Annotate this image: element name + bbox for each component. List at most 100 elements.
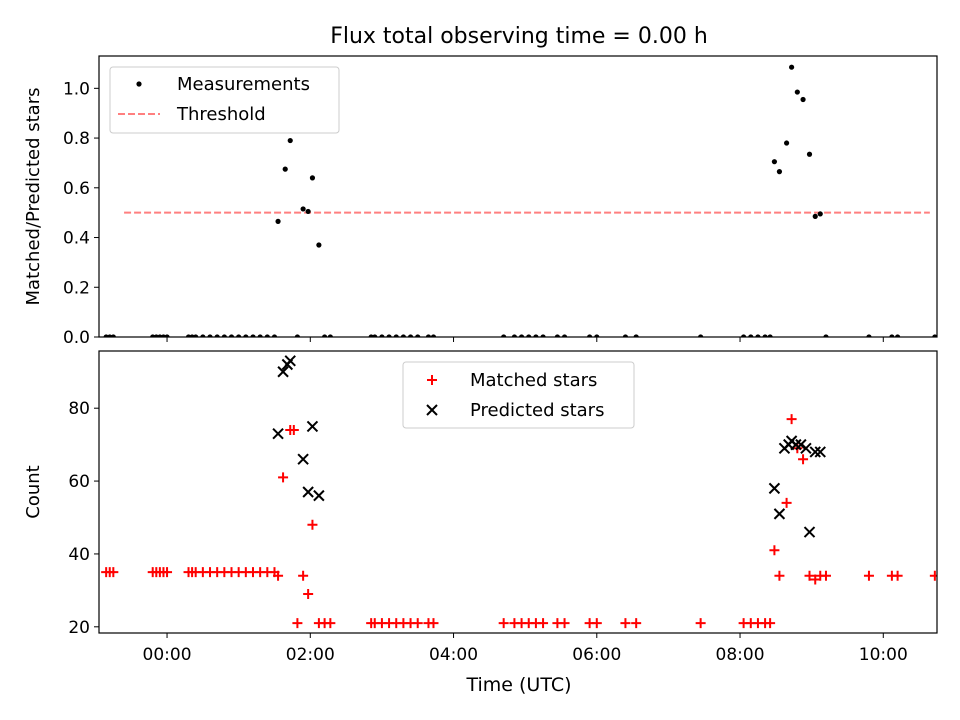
data-point xyxy=(501,334,507,337)
data-point xyxy=(803,526,816,538)
data-point xyxy=(559,618,570,629)
y-tick-label: 60 xyxy=(68,472,90,492)
data-point xyxy=(794,89,800,95)
series-measurements xyxy=(103,64,937,337)
data-point xyxy=(412,618,423,629)
y-tick-label: 0.2 xyxy=(63,278,90,298)
data-point xyxy=(631,618,642,629)
data-point xyxy=(302,486,314,498)
legend-box xyxy=(402,361,635,429)
data-point xyxy=(110,334,116,337)
data-point xyxy=(812,213,818,219)
data-point xyxy=(407,334,414,337)
data-point xyxy=(415,334,421,337)
legend-marker-measurements xyxy=(136,81,142,87)
data-point xyxy=(932,334,937,337)
data-point xyxy=(498,618,509,629)
data-point xyxy=(561,334,568,337)
data-point xyxy=(379,334,385,337)
x-tick-label: 00:00 xyxy=(143,645,192,665)
data-point xyxy=(430,334,437,337)
series-predicted-stars xyxy=(272,355,826,538)
data-point xyxy=(741,334,747,337)
data-point xyxy=(400,334,407,337)
data-point xyxy=(820,570,831,581)
data-point xyxy=(162,567,173,578)
data-point xyxy=(789,64,795,70)
data-point xyxy=(313,489,325,502)
plot-area xyxy=(103,64,937,337)
data-point xyxy=(800,96,806,103)
data-point xyxy=(769,545,780,556)
y-tick-label: 0.0 xyxy=(63,328,90,348)
data-point xyxy=(250,334,256,337)
data-point xyxy=(278,472,289,483)
data-point xyxy=(214,334,220,337)
data-point xyxy=(698,334,704,337)
data-point xyxy=(393,334,399,337)
top-panel: 0.0 0.2 0.4 0.6 0.8 1.0 Matched/Predicted star… xyxy=(23,55,938,348)
bottom-panel: 20 40 60 80 00:00 02:00 04:00 06:00 08:00 10:00 Co… xyxy=(23,350,938,665)
data-point xyxy=(282,166,288,172)
legend-label: Matched stars xyxy=(470,370,597,391)
legend-marker-predicted xyxy=(426,404,438,416)
data-point xyxy=(622,334,629,337)
legend-label: Predicted stars xyxy=(470,400,604,421)
data-point xyxy=(786,414,797,425)
data-point xyxy=(243,334,249,337)
y-axis-label: Count xyxy=(23,465,44,518)
data-point xyxy=(594,334,600,337)
data-point xyxy=(695,618,706,629)
data-point xyxy=(591,618,602,629)
data-point xyxy=(164,334,170,337)
x-tick-label: 04:00 xyxy=(429,645,478,665)
y-tick-label: 1.0 xyxy=(63,79,90,99)
data-point xyxy=(895,334,901,337)
data-point xyxy=(322,334,328,337)
data-point xyxy=(773,508,786,520)
data-point xyxy=(428,618,439,629)
data-point xyxy=(273,570,284,581)
x-tick-label: 08:00 xyxy=(716,645,765,665)
data-point xyxy=(108,567,119,578)
data-point xyxy=(511,334,518,337)
data-point xyxy=(288,425,299,436)
data-point xyxy=(425,334,432,337)
data-point xyxy=(800,442,812,454)
x-axis-label: Time (UTC) xyxy=(465,674,571,696)
data-point xyxy=(771,159,778,165)
data-point xyxy=(292,618,303,629)
data-point xyxy=(748,334,754,337)
y-tick-label: 0.8 xyxy=(63,129,90,149)
data-point xyxy=(790,438,802,451)
data-point xyxy=(633,334,639,337)
data-point xyxy=(236,334,242,337)
data-point xyxy=(264,334,270,337)
data-point xyxy=(257,334,263,337)
data-point xyxy=(372,334,378,337)
data-point xyxy=(300,206,306,212)
data-point xyxy=(554,334,560,337)
data-point xyxy=(774,570,785,581)
data-point xyxy=(272,427,284,440)
data-point xyxy=(303,589,314,600)
data-point xyxy=(297,453,309,465)
data-point xyxy=(307,519,318,530)
data-point xyxy=(776,169,783,175)
legend: Matched stars Predicted stars xyxy=(402,361,635,429)
data-point xyxy=(892,570,903,581)
data-point xyxy=(798,454,809,465)
data-point xyxy=(929,570,937,581)
data-point xyxy=(200,334,206,337)
legend: Measurements Threshold xyxy=(109,66,340,134)
data-point xyxy=(810,574,821,585)
plot-area xyxy=(101,355,937,629)
data-point xyxy=(298,570,309,581)
y-tick-label: 0.6 xyxy=(63,179,90,199)
data-point xyxy=(287,137,293,144)
data-point xyxy=(275,218,281,224)
data-point xyxy=(526,334,532,337)
data-point xyxy=(518,334,525,337)
data-point xyxy=(767,334,773,337)
